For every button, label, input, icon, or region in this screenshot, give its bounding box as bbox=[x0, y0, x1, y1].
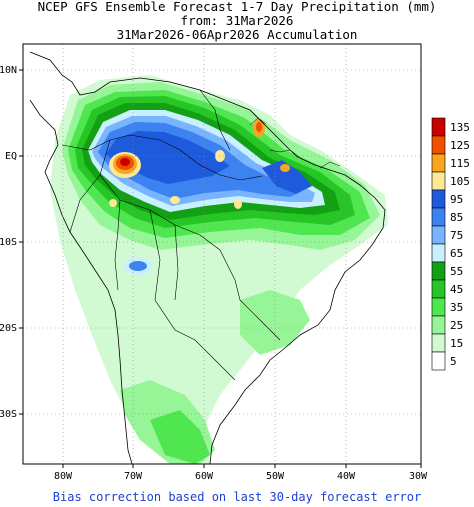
lon-label: 60W bbox=[195, 471, 214, 482]
lon-label: 50W bbox=[266, 471, 285, 482]
legend-label: 55 bbox=[450, 265, 463, 278]
lon-label: 80W bbox=[54, 471, 73, 482]
lat-label: 10N bbox=[0, 65, 17, 76]
coastal-shorelines bbox=[249, 117, 341, 169]
precip-area-105 bbox=[234, 199, 242, 209]
axis-ticks bbox=[19, 69, 422, 468]
legend-label: 95 bbox=[450, 193, 463, 206]
precip-area-135 bbox=[120, 158, 130, 166]
lat-label: EQ bbox=[5, 151, 17, 162]
legend-swatch bbox=[431, 261, 446, 281]
map-subtitle-date: from: 31Mar2026 bbox=[180, 13, 294, 28]
south-america-coastline bbox=[29, 51, 386, 464]
precipitation-fields bbox=[29, 51, 388, 464]
precip-area-125 bbox=[256, 122, 262, 132]
legend-label: 25 bbox=[450, 319, 463, 332]
precip-area-95 bbox=[262, 160, 312, 194]
legend-swatch bbox=[431, 135, 446, 155]
country-borders bbox=[61, 89, 281, 381]
legend-label: 5 bbox=[450, 355, 457, 368]
map-title: NCEP GFS Ensemble Forecast 1-7 Day Preci… bbox=[37, 0, 437, 14]
legend-swatch bbox=[431, 117, 446, 137]
legend-label: 85 bbox=[450, 211, 463, 224]
precip-legend: 135 125 115 105 95 85 75 65 55 45 35 25 15 5 bbox=[431, 117, 470, 371]
legend-swatch bbox=[431, 351, 446, 371]
lat-label: 10S bbox=[0, 237, 17, 248]
lon-label: 40W bbox=[337, 471, 356, 482]
legend-swatch bbox=[431, 153, 446, 173]
lon-label: 70W bbox=[124, 471, 143, 482]
precip-area-105 bbox=[170, 196, 180, 204]
legend-label: 35 bbox=[450, 301, 463, 314]
legend-swatch bbox=[431, 279, 446, 299]
legend-swatch bbox=[431, 315, 446, 335]
legend-label: 105 bbox=[450, 175, 470, 188]
legend-label: 115 bbox=[450, 157, 470, 170]
legend-swatch bbox=[431, 243, 446, 263]
legend-swatch bbox=[431, 333, 446, 353]
precip-area-115 bbox=[280, 164, 290, 172]
precip-area-25 bbox=[240, 290, 310, 355]
precip-area-85 bbox=[129, 261, 147, 271]
map-frame bbox=[22, 43, 422, 465]
bias-correction-note: Bias correction based on last 30-day for… bbox=[52, 490, 422, 504]
precip-area-35 bbox=[150, 410, 210, 464]
legend-label: 65 bbox=[450, 247, 463, 260]
lat-label: 20S bbox=[0, 323, 17, 334]
legend-swatch bbox=[431, 225, 446, 245]
legend-swatch bbox=[431, 189, 446, 209]
legend-swatch bbox=[431, 297, 446, 317]
lon-label: 30W bbox=[409, 471, 428, 482]
map-subtitle-period: 31Mar2026-06Apr2026 Accumulation bbox=[116, 27, 358, 42]
legend-label: 135 bbox=[450, 121, 470, 134]
legend-swatch bbox=[431, 207, 446, 227]
legend-label: 125 bbox=[450, 139, 470, 152]
legend-label: 45 bbox=[450, 283, 463, 296]
legend-swatch bbox=[431, 171, 446, 191]
legend-label: 75 bbox=[450, 229, 463, 242]
precip-area-105 bbox=[109, 199, 117, 207]
legend-label: 15 bbox=[450, 337, 463, 350]
lat-label: 30S bbox=[0, 409, 17, 420]
